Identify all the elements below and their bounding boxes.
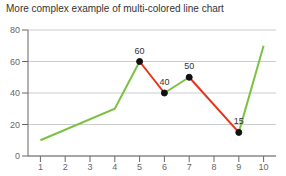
svg-text:0: 0: [15, 151, 20, 161]
svg-text:2: 2: [63, 162, 68, 172]
svg-text:40: 40: [10, 88, 20, 98]
html-text:More complex example of multi-: More complex example of multi-colored li…: [6, 3, 224, 14]
svg-text:60: 60: [10, 57, 20, 67]
svg-text:4: 4: [112, 162, 117, 172]
svg-text:40: 40: [159, 77, 169, 87]
svg-text:80: 80: [10, 25, 20, 35]
svg-text:7: 7: [187, 162, 192, 172]
svg-text:9: 9: [236, 162, 241, 172]
svg-text:15: 15: [234, 116, 244, 126]
svg-text:20: 20: [10, 120, 20, 130]
svg-text:3: 3: [87, 162, 92, 172]
svg-text:6: 6: [162, 162, 167, 172]
svg-text:50: 50: [184, 61, 194, 71]
svg-text:60: 60: [135, 46, 145, 56]
svg-text:1: 1: [38, 162, 43, 172]
svg-text:5: 5: [137, 162, 142, 172]
svg-text:8: 8: [211, 162, 216, 172]
svg-text:10: 10: [259, 162, 269, 172]
